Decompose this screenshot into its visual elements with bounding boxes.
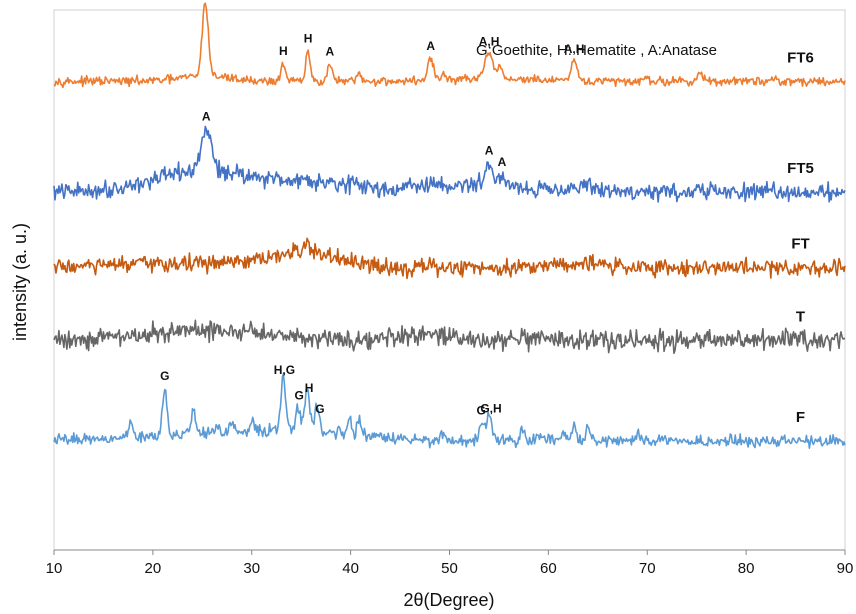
series-line-ft5 [53,125,846,203]
series-label-layer: FT6 FT5 FT T F [787,49,814,426]
series-line-ft6 [53,2,846,89]
x-tick-label: 80 [738,560,755,577]
x-tick-layer: 10 20 30 40 50 60 70 80 90 [46,550,854,577]
series-label-ft: FT [791,236,809,253]
peak-annotation: A [426,39,435,53]
series-label-t: T [796,309,805,326]
peak-annotation: A [498,155,507,169]
peak-annotation: H [305,381,314,395]
series-line-ft [53,237,846,280]
series-line-f [53,373,846,449]
x-tick-label: 50 [441,560,458,577]
peak-annotation: G,H [480,401,501,415]
peak-annotation: G [476,403,485,417]
series-line-t [53,319,846,355]
peak-annotation: A,H [479,34,500,48]
series-layer [53,2,846,449]
peak-annotation: H [279,44,288,58]
peak-annotation: H [304,32,313,46]
peak-annotation: G [295,388,304,402]
x-tick-label: 90 [837,560,854,577]
series-label-ft5: FT5 [787,160,814,177]
peak-annotation: A [326,45,335,59]
series-label-f: F [796,409,805,426]
peak-annotation: G [315,402,324,416]
peak-annotation: A [485,143,494,157]
x-axis-title: 2θ(Degree) [403,590,494,610]
peak-annotation: G [160,369,169,383]
x-tick-label: 60 [540,560,557,577]
peak-annotation: A [202,110,211,124]
x-tick-label: 40 [342,560,359,577]
x-tick-label: 10 [46,560,63,577]
y-axis-title: intensity (a. u.) [10,223,30,341]
peak-annotation: A,H [564,42,585,56]
x-tick-label: 20 [145,560,162,577]
legend-note: G:Goethite, H: Hematite , A:Anatase [476,42,717,59]
plot-area-frame [53,9,846,551]
x-tick-label: 70 [639,560,656,577]
series-label-ft6: FT6 [787,49,814,66]
x-tick-label: 30 [243,560,260,577]
peak-annotation: H,G [274,363,295,377]
